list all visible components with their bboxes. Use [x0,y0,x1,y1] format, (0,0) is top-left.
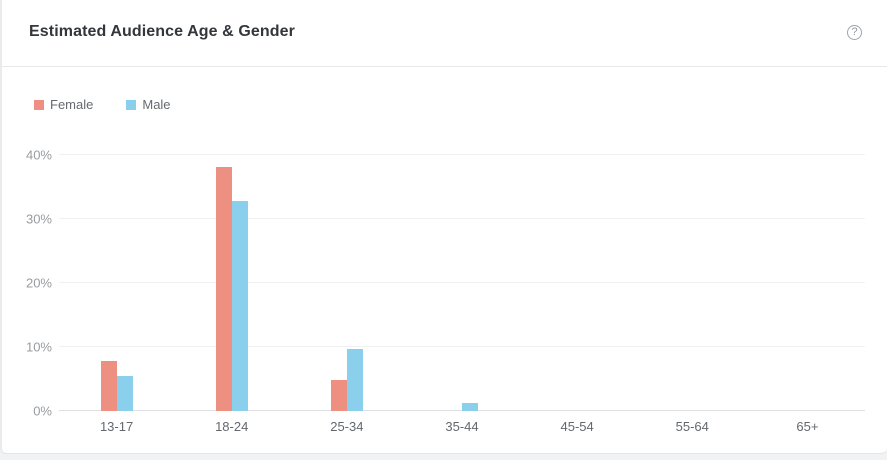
bar-group-55-64 [635,155,750,411]
bar-groups [59,155,865,411]
y-axis-tick-label: 10% [25,339,52,355]
bar-female-18-24[interactable] [215,166,232,411]
gridline [59,346,865,347]
male-swatch-icon [126,99,137,110]
help-icon[interactable]: ? [847,25,862,40]
bar-group-45-54 [520,155,635,411]
bar-male-13-17[interactable] [116,376,133,411]
x-axis-tick-label: 35-44 [445,419,479,434]
x-axis-tick-label: 45-54 [560,419,594,434]
x-axis-tick-label: 25-34 [330,419,364,434]
x-axis-tick-label: 65+ [796,419,819,434]
female-swatch-icon [34,99,44,110]
x-axis-tick-label: 55-64 [675,419,709,434]
bar-group-13-17 [59,155,174,411]
page-title: Estimated Audience Age & Gender [29,23,295,40]
plot-area [59,154,865,411]
bar-group-25-34 [289,155,404,411]
y-axis-tick-label: 40% [25,147,52,163]
bar-group-35-44 [404,155,519,411]
x-axis: 13-17 18-24 25-34 35-44 45-54 55-64 65+ [59,419,865,434]
legend-item-female[interactable]: Female [34,97,93,112]
y-axis-tick-label: 0% [33,403,52,419]
bar-male-18-24[interactable] [231,201,248,411]
y-axis-tick-label: 20% [25,275,52,291]
card-header: Estimated Audience Age & Gender ? [2,0,887,67]
bar-group-18-24 [174,155,289,411]
legend-label-male: Male [142,97,171,112]
bar-group-65+ [750,155,865,411]
legend-item-male[interactable]: Male [126,97,171,112]
y-axis-tick-label: 30% [25,211,52,227]
bar-male-35-44[interactable] [461,403,478,411]
bar-female-13-17[interactable] [100,361,117,411]
x-axis-tick-label: 13-17 [99,419,134,434]
gridline [59,218,865,219]
y-axis: 0% 10% 20% 30% 40% [2,148,52,419]
gridline [59,282,865,283]
gridline [59,154,865,155]
legend-label-female: Female [50,97,94,112]
bar-male-25-34[interactable] [346,348,363,411]
bar-female-25-34[interactable] [330,380,347,411]
x-axis-tick-label: 18-24 [215,419,249,434]
legend: Female Male [34,97,171,112]
